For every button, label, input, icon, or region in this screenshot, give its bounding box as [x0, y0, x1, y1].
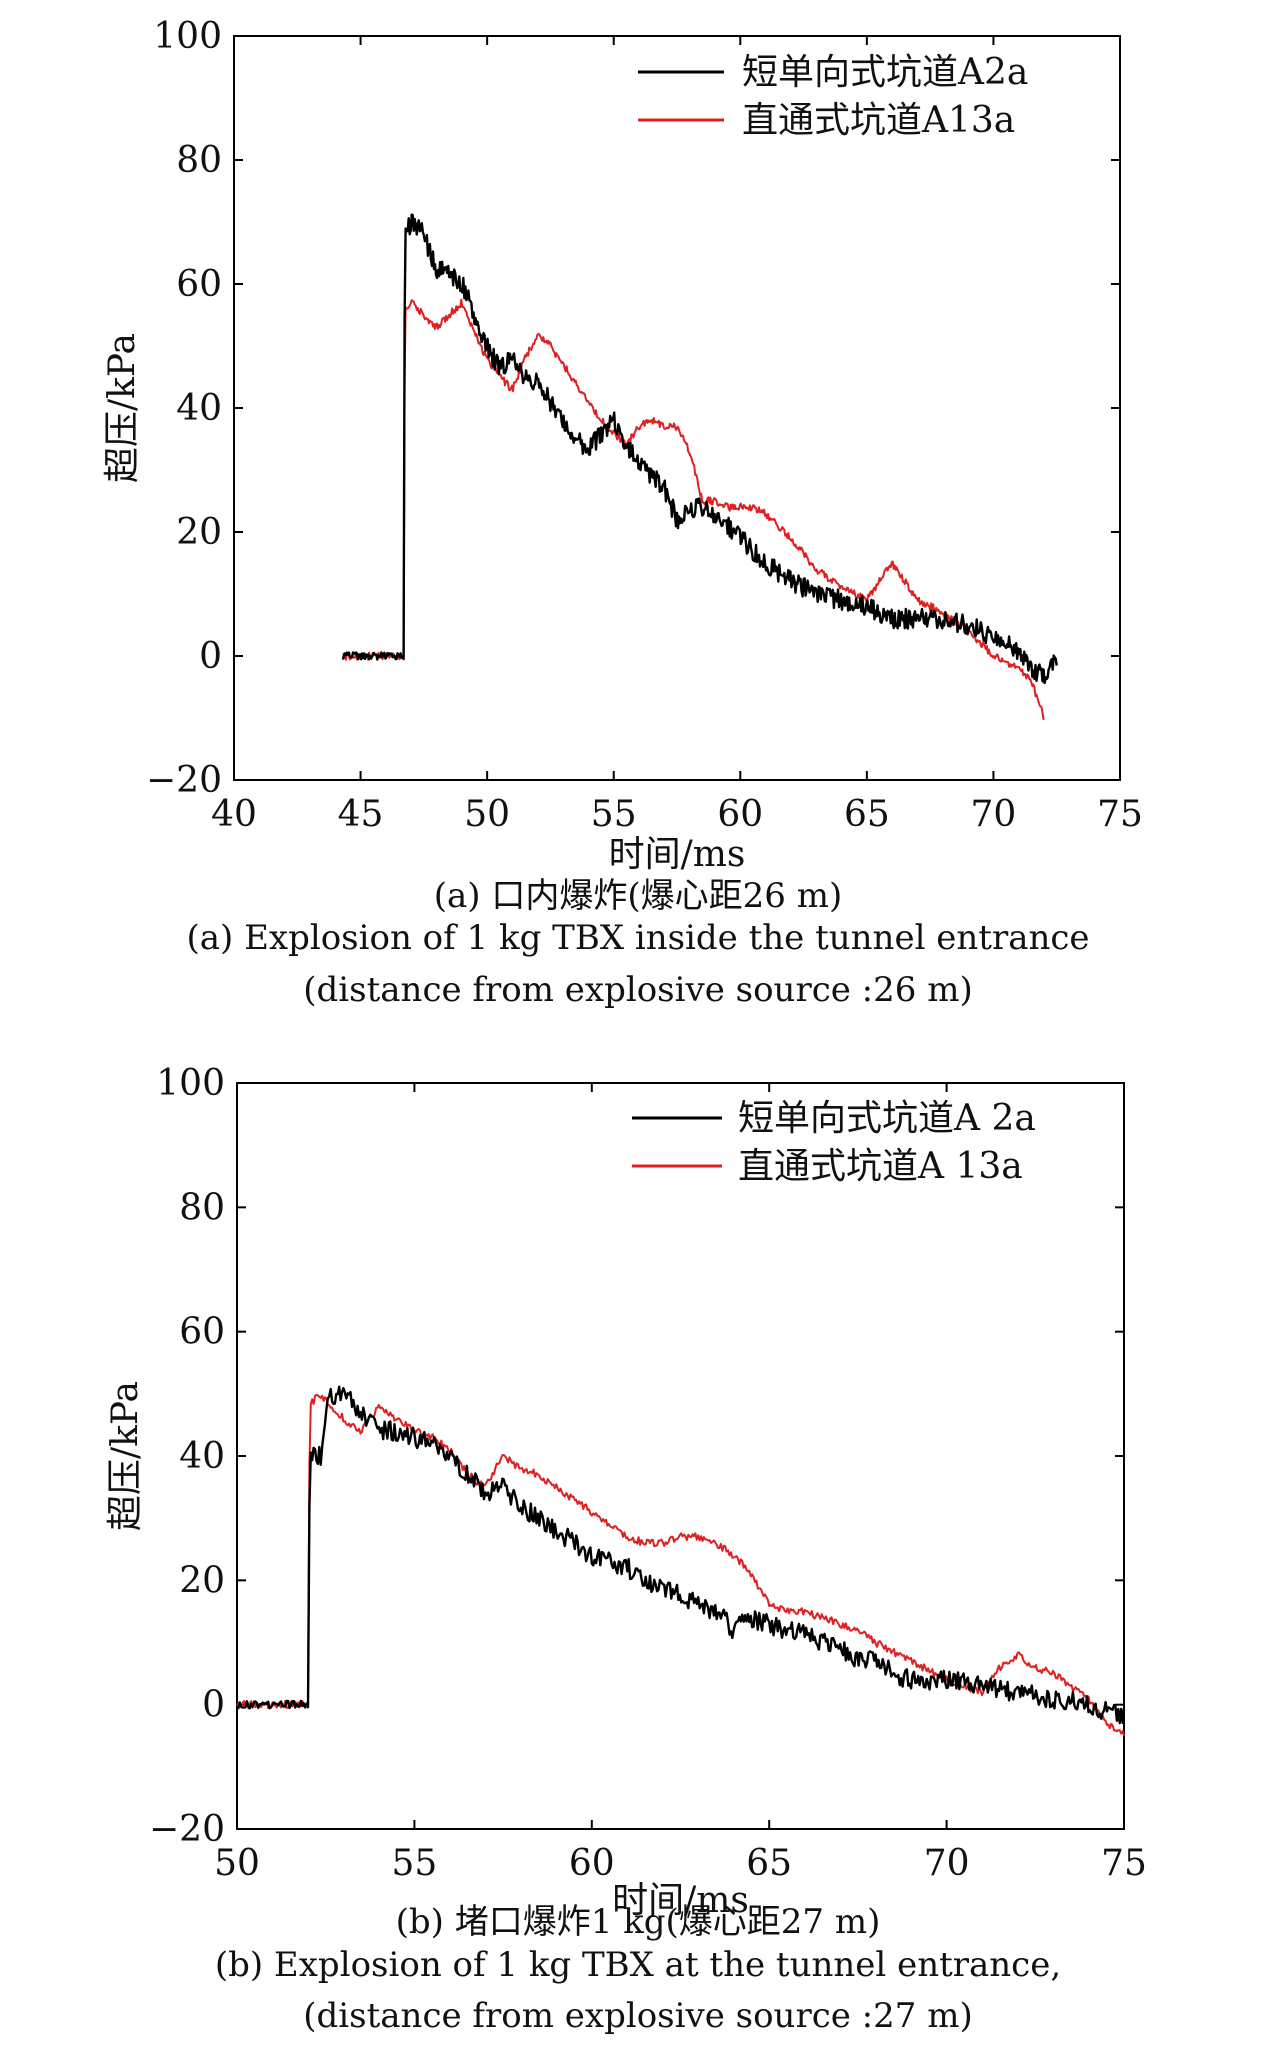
plot-frame [233, 35, 1121, 781]
series-line-a2a [341, 213, 1058, 685]
plot-frame [236, 1082, 1125, 1830]
series-line-a13a [236, 1394, 1125, 1736]
x-tick-label: 50 [214, 1843, 260, 1884]
x-axis-label: 时间/ms [609, 834, 746, 875]
panel-a-caption-cn: (a) 口内爆炸(爆心距26 m) [433, 876, 843, 916]
panel-b-caption-en-2: (distance from explosive source :27 m) [303, 1996, 973, 2036]
y-axis-label: 超压/kPa [102, 333, 143, 483]
panel-a-caption-en-1: (a) Explosion of 1 kg TBX inside the tun… [186, 918, 1090, 958]
series-line-a13a [342, 298, 1045, 721]
x-tick-label: 60 [717, 794, 763, 835]
x-tick-label: 55 [591, 794, 637, 835]
x-tick-label: 40 [211, 794, 257, 835]
legend-label: 短单向式坑道A2a [742, 52, 1028, 93]
legend-label: 短单向式坑道A 2a [738, 1098, 1036, 1139]
x-tick-label: 55 [391, 1843, 437, 1884]
panel-a-chart: 40 45 50 55 60 65 70 75 −20 0 20 40 60 80 100 时间/ms 超压/k… [102, 16, 1143, 875]
panel-b-caption-en-1: (b) Explosion of 1 kg TBX at the tunnel … [214, 1945, 1062, 1985]
y-tick-label: 20 [176, 512, 222, 553]
y-tick-label: 80 [176, 140, 222, 181]
y-tick-label: 20 [179, 1560, 225, 1601]
x-tick-label: 60 [569, 1843, 615, 1884]
y-tick-label: 40 [176, 388, 222, 429]
panel-a-caption-en-2: (distance from explosive source :26 m) [303, 970, 973, 1010]
y-tick-label: 60 [179, 1312, 225, 1353]
y-tick-label: 100 [153, 16, 222, 57]
x-tick-label: 50 [464, 794, 510, 835]
x-tick-label: 75 [1101, 1843, 1147, 1884]
x-tick-label: 70 [971, 794, 1017, 835]
x-tick-label: 70 [924, 1843, 970, 1884]
legend-label: 直通式坑道A 13a [738, 1146, 1023, 1187]
y-tick-label: −20 [146, 760, 222, 801]
x-axis-label: 时间/ms [612, 1880, 749, 1921]
legend-label: 直通式坑道A13a [742, 100, 1015, 141]
panel-b-chart: 50 55 60 65 70 75 −20 0 20 40 60 80 100 时间/ms 超压/kPa 短单… [105, 1063, 1147, 1921]
y-tick-label: 60 [176, 264, 222, 305]
x-tick-label: 65 [746, 1843, 792, 1884]
y-tick-label: −20 [149, 1809, 225, 1850]
x-tick-label: 75 [1097, 794, 1143, 835]
x-tick-label: 65 [844, 794, 890, 835]
y-tick-label: 100 [156, 1063, 225, 1104]
y-tick-label: 0 [199, 636, 222, 677]
series-line-a2a [237, 1385, 1126, 1725]
y-tick-label: 40 [179, 1436, 225, 1477]
y-tick-label: 80 [179, 1187, 225, 1228]
y-tick-label: 0 [202, 1685, 225, 1726]
y-axis-label: 超压/kPa [105, 1381, 146, 1531]
panel-b-caption-cn: (b) 堵口爆炸1 kg(爆心距27 m) [395, 1902, 881, 1942]
x-tick-label: 45 [338, 794, 384, 835]
